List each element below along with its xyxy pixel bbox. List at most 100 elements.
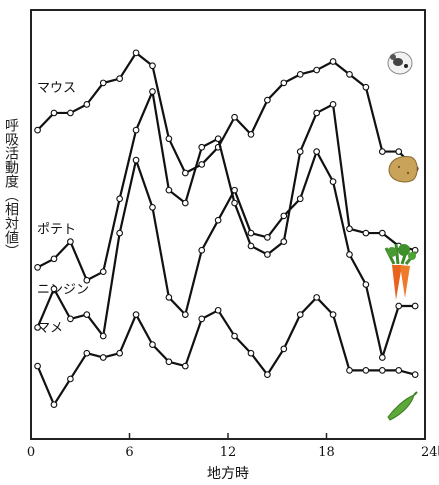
x-tick-label: 24時	[421, 445, 439, 460]
data-point	[83, 311, 91, 318]
data-point	[83, 276, 91, 284]
data-point	[329, 58, 337, 65]
data-point	[198, 143, 206, 151]
data-point	[247, 242, 255, 250]
data-point	[99, 332, 107, 340]
data-point	[50, 255, 58, 263]
x-tick-label: 0	[27, 445, 35, 460]
data-point	[247, 131, 255, 138]
data-point	[132, 126, 140, 134]
data-point	[83, 349, 91, 357]
data-point	[378, 148, 386, 155]
data-point	[198, 315, 206, 323]
data-point	[149, 203, 156, 211]
data-point	[165, 294, 173, 301]
data-point	[214, 306, 222, 314]
series-line	[36, 51, 416, 175]
data-point	[313, 148, 321, 155]
data-point	[296, 70, 304, 78]
data-point	[149, 88, 156, 95]
pea-pod-icon	[387, 391, 418, 421]
plot-frame	[30, 9, 426, 440]
data-point	[346, 225, 353, 233]
data-point	[116, 75, 123, 82]
x-tick-label: 6	[125, 445, 133, 460]
series-potato: ポテト	[34, 88, 419, 284]
data-point	[411, 302, 419, 310]
series-label: ニンジン	[37, 282, 89, 297]
data-point	[296, 148, 304, 155]
data-point	[50, 285, 58, 293]
data-point	[99, 268, 107, 276]
x-axis-ticks: 0 6 12 18 24時	[27, 433, 439, 460]
data-point	[149, 341, 156, 348]
data-point	[378, 367, 386, 374]
data-point	[34, 362, 41, 370]
data-point	[132, 49, 140, 57]
data-point	[67, 315, 74, 323]
data-point	[362, 229, 370, 237]
data-point	[231, 186, 238, 194]
x-tick-label: 18	[318, 445, 335, 460]
data-point	[50, 401, 58, 409]
data-point	[296, 195, 304, 203]
data-point	[362, 83, 370, 91]
data-point	[34, 264, 41, 271]
data-point	[181, 362, 189, 370]
data-point	[264, 251, 271, 258]
data-point	[67, 109, 74, 117]
series-label: マウス	[37, 81, 76, 96]
data-point	[264, 96, 271, 104]
data-point	[214, 135, 222, 143]
data-point	[67, 238, 74, 246]
data-point	[329, 178, 337, 185]
data-point	[165, 135, 173, 143]
data-point	[181, 311, 189, 318]
potato-icon	[388, 156, 418, 183]
data-point	[247, 229, 255, 237]
data-point	[149, 62, 156, 70]
data-point	[280, 212, 288, 220]
series-mouse: マウス	[34, 49, 419, 177]
data-point	[198, 161, 206, 168]
data-point	[346, 251, 353, 258]
x-tick-label: 12	[220, 445, 237, 460]
series-line	[37, 90, 416, 282]
data-point	[395, 148, 403, 155]
data-point	[34, 324, 41, 331]
data-point	[362, 367, 370, 374]
data-point	[34, 126, 41, 134]
data-point	[165, 358, 173, 366]
data-point	[411, 371, 419, 379]
data-point	[116, 229, 123, 237]
data-point	[116, 349, 123, 357]
data-point	[181, 169, 189, 177]
data-point	[280, 238, 288, 246]
data-point	[346, 367, 353, 374]
series-pea-pod: マメ	[34, 294, 419, 409]
data-point	[247, 349, 255, 357]
data-point	[313, 66, 321, 74]
data-point	[280, 345, 288, 353]
data-point	[362, 281, 370, 288]
data-point	[99, 354, 107, 361]
data-point	[99, 79, 107, 87]
data-point	[181, 199, 189, 207]
data-point	[231, 332, 238, 340]
data-point	[264, 234, 271, 241]
series-label: マメ	[37, 321, 63, 336]
data-point	[231, 113, 238, 121]
data-point	[264, 371, 271, 379]
data-point	[329, 311, 337, 318]
data-point	[296, 311, 304, 318]
data-point	[378, 354, 386, 361]
data-point	[214, 216, 222, 224]
data-point	[50, 109, 58, 117]
y-axis-label: 呼吸活動度（相対値）	[3, 118, 19, 258]
data-point	[346, 70, 353, 78]
series-line	[36, 150, 416, 359]
data-point	[395, 302, 403, 310]
data-point	[67, 375, 74, 383]
data-point	[116, 195, 123, 203]
